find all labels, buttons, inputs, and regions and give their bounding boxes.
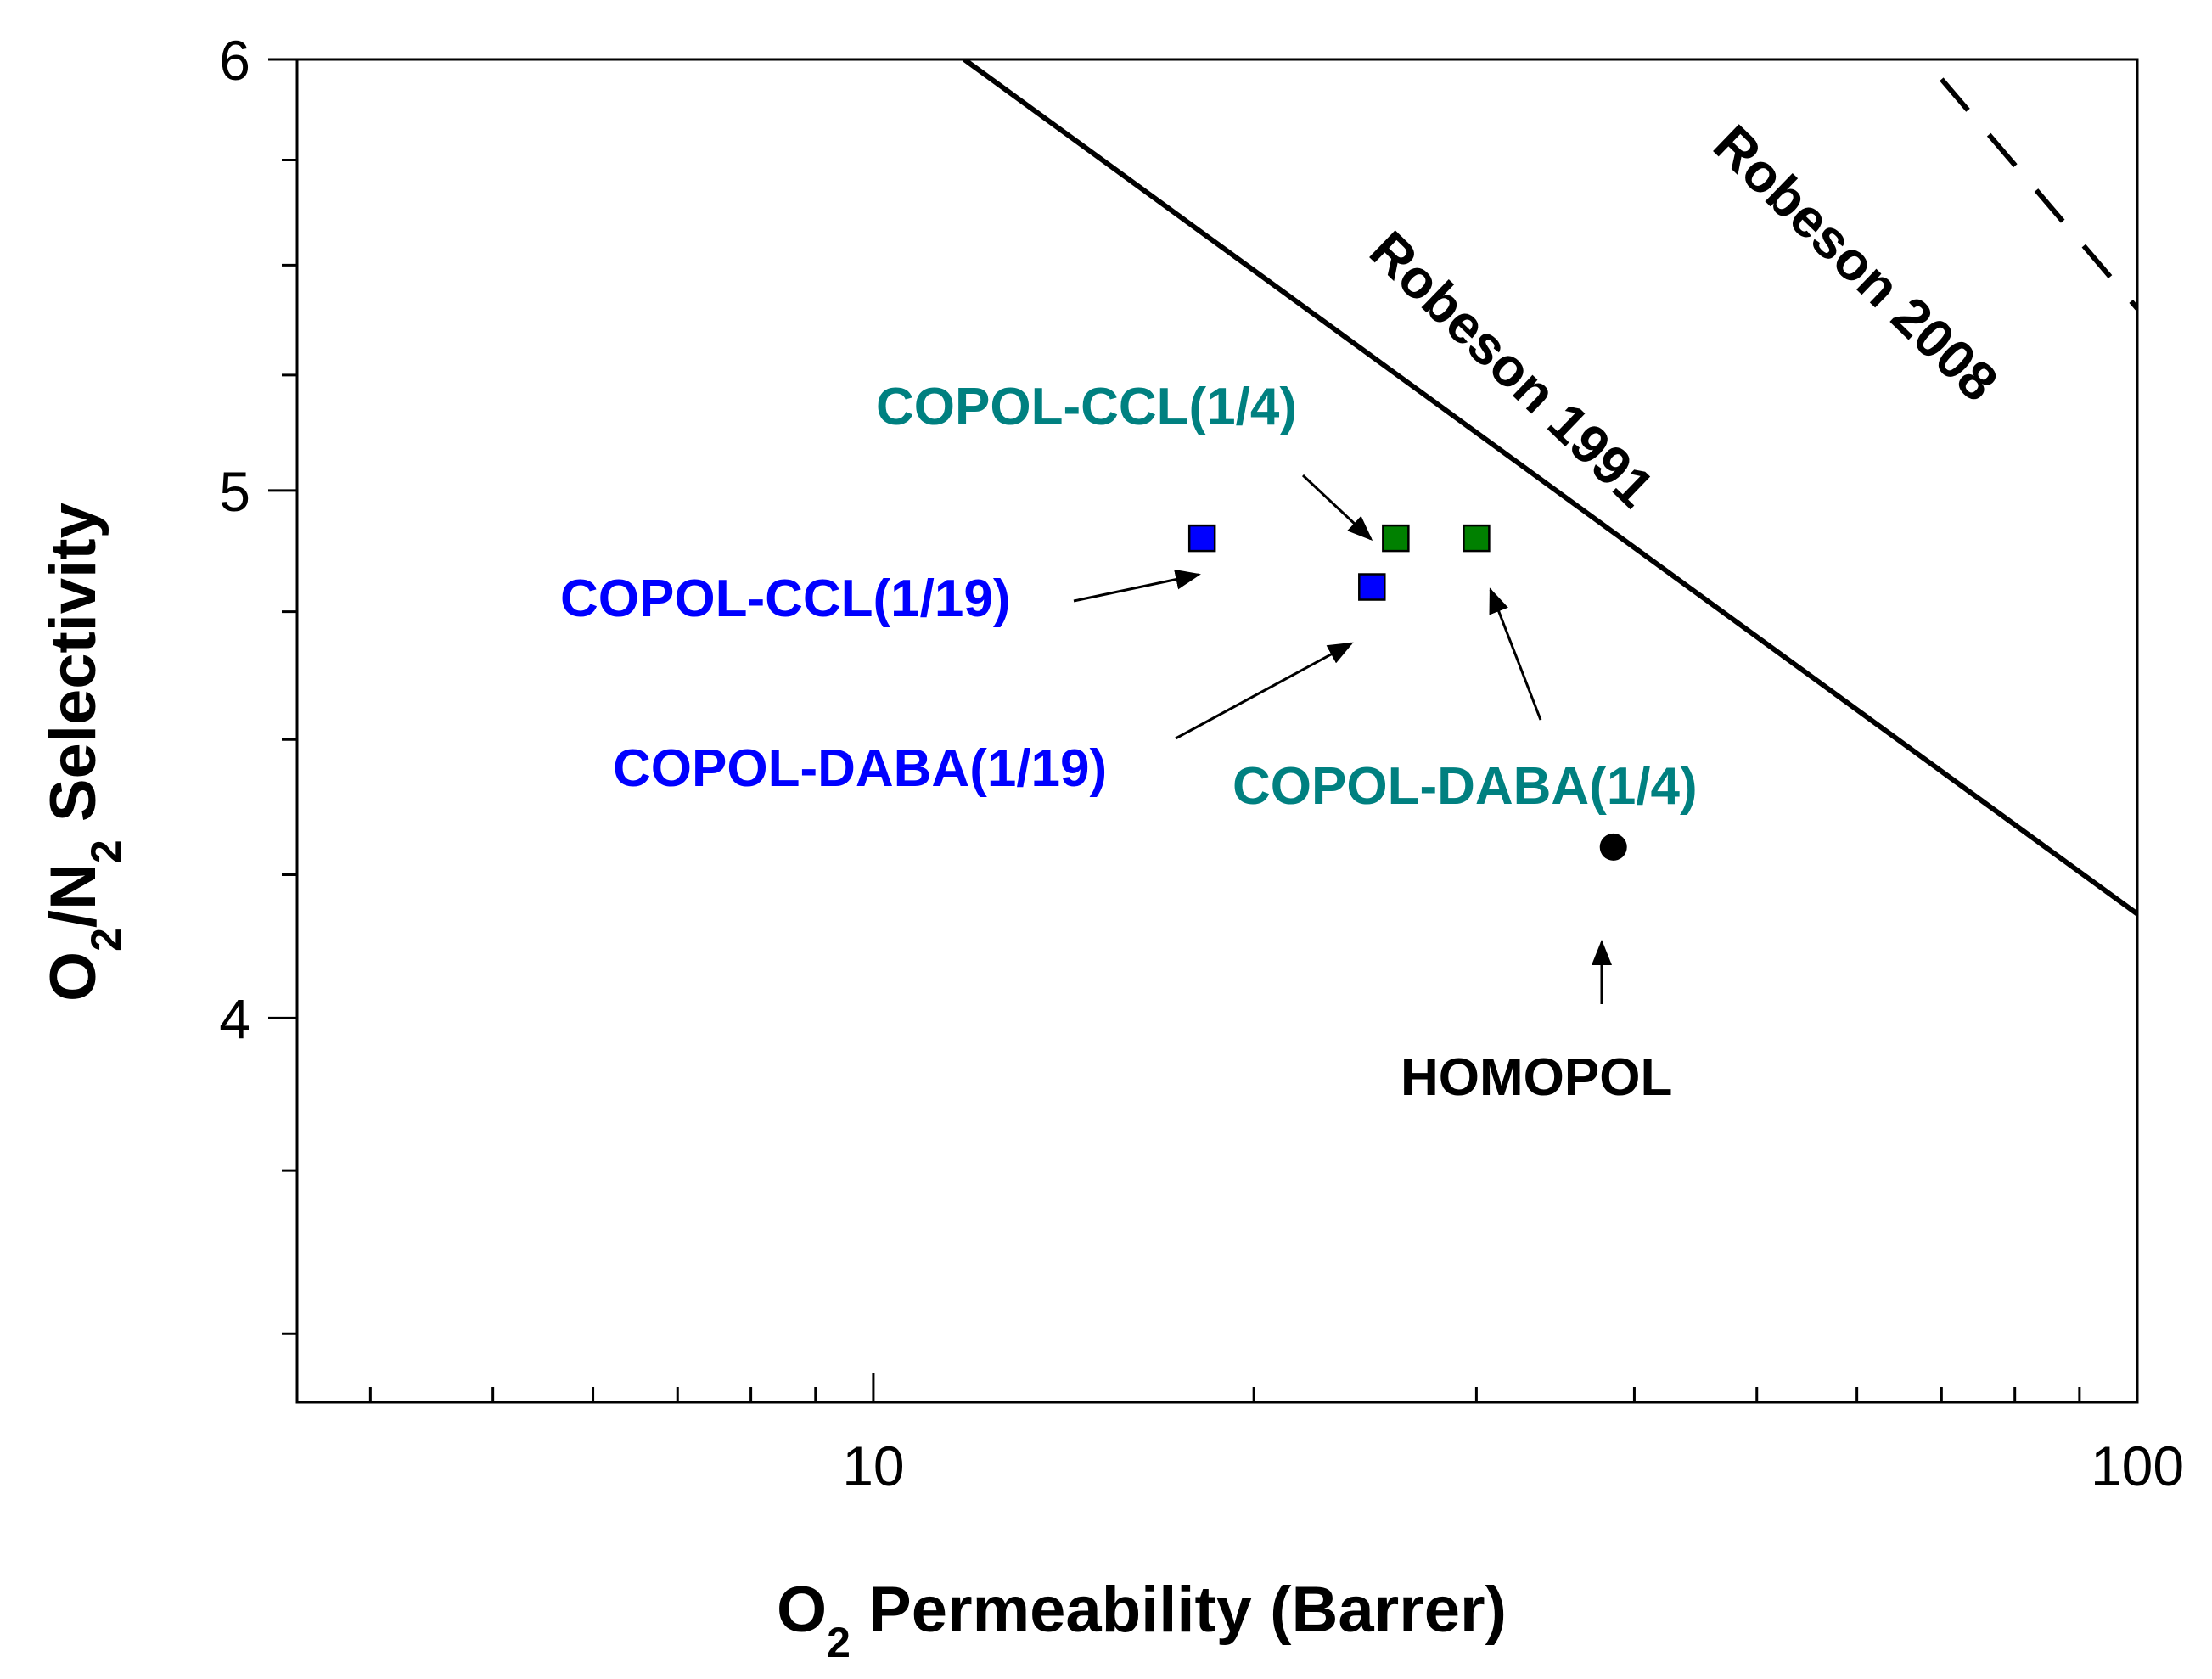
data-points — [1187, 524, 1627, 861]
x-axis-title: O2 Permeability (Barrer) — [777, 1574, 1507, 1666]
point-copol-daba-1-4 — [1463, 524, 1491, 553]
y-tick-label: 6 — [219, 29, 250, 92]
robeson-2008-line — [1940, 77, 2137, 311]
point-copol-ccl-1-4 — [1382, 524, 1410, 553]
label-copol-daba-1-4: COPOL-DABA(1/4) — [1232, 757, 1698, 816]
annotation-arrows — [1073, 474, 1612, 1004]
arrow-copol-daba-1-4 — [1489, 587, 1542, 721]
point-copol-ccl-1-19 — [1187, 524, 1216, 553]
label-copol-daba-1-19: COPOL-DABA(1/19) — [613, 739, 1107, 798]
robeson-2008-label: Robeson 2008 — [1702, 113, 2009, 413]
x-tick-label: 10 — [842, 1435, 904, 1497]
y-axis-ticks: 4 5 6 — [219, 29, 297, 1335]
y-tick-label: 4 — [219, 987, 250, 1050]
y-tick-label: 5 — [219, 460, 250, 523]
label-copol-ccl-1-19: COPOL-CCL(1/19) — [560, 570, 1010, 628]
y-axis-title: O2/N2 Selectivity — [37, 503, 130, 1002]
label-copol-ccl-1-4: COPOL-CCL(1/4) — [876, 378, 1297, 436]
arrow-copol-daba-1-19 — [1175, 642, 1354, 740]
robeson-1991-label: Robeson 1991 — [1358, 219, 1665, 519]
x-axis-ticks: 10 100 — [368, 1373, 2184, 1497]
arrow-copol-ccl-1-4 — [1301, 474, 1373, 542]
plot-frame — [295, 58, 2139, 1404]
point-homopol — [1599, 833, 1627, 861]
x-tick-label: 100 — [2091, 1435, 2184, 1497]
label-homopol: HOMOPOL — [1401, 1048, 1672, 1107]
point-copol-daba-1-19 — [1358, 573, 1386, 601]
robeson-1991-line — [963, 59, 2137, 917]
arrow-copol-ccl-1-19 — [1073, 569, 1201, 603]
